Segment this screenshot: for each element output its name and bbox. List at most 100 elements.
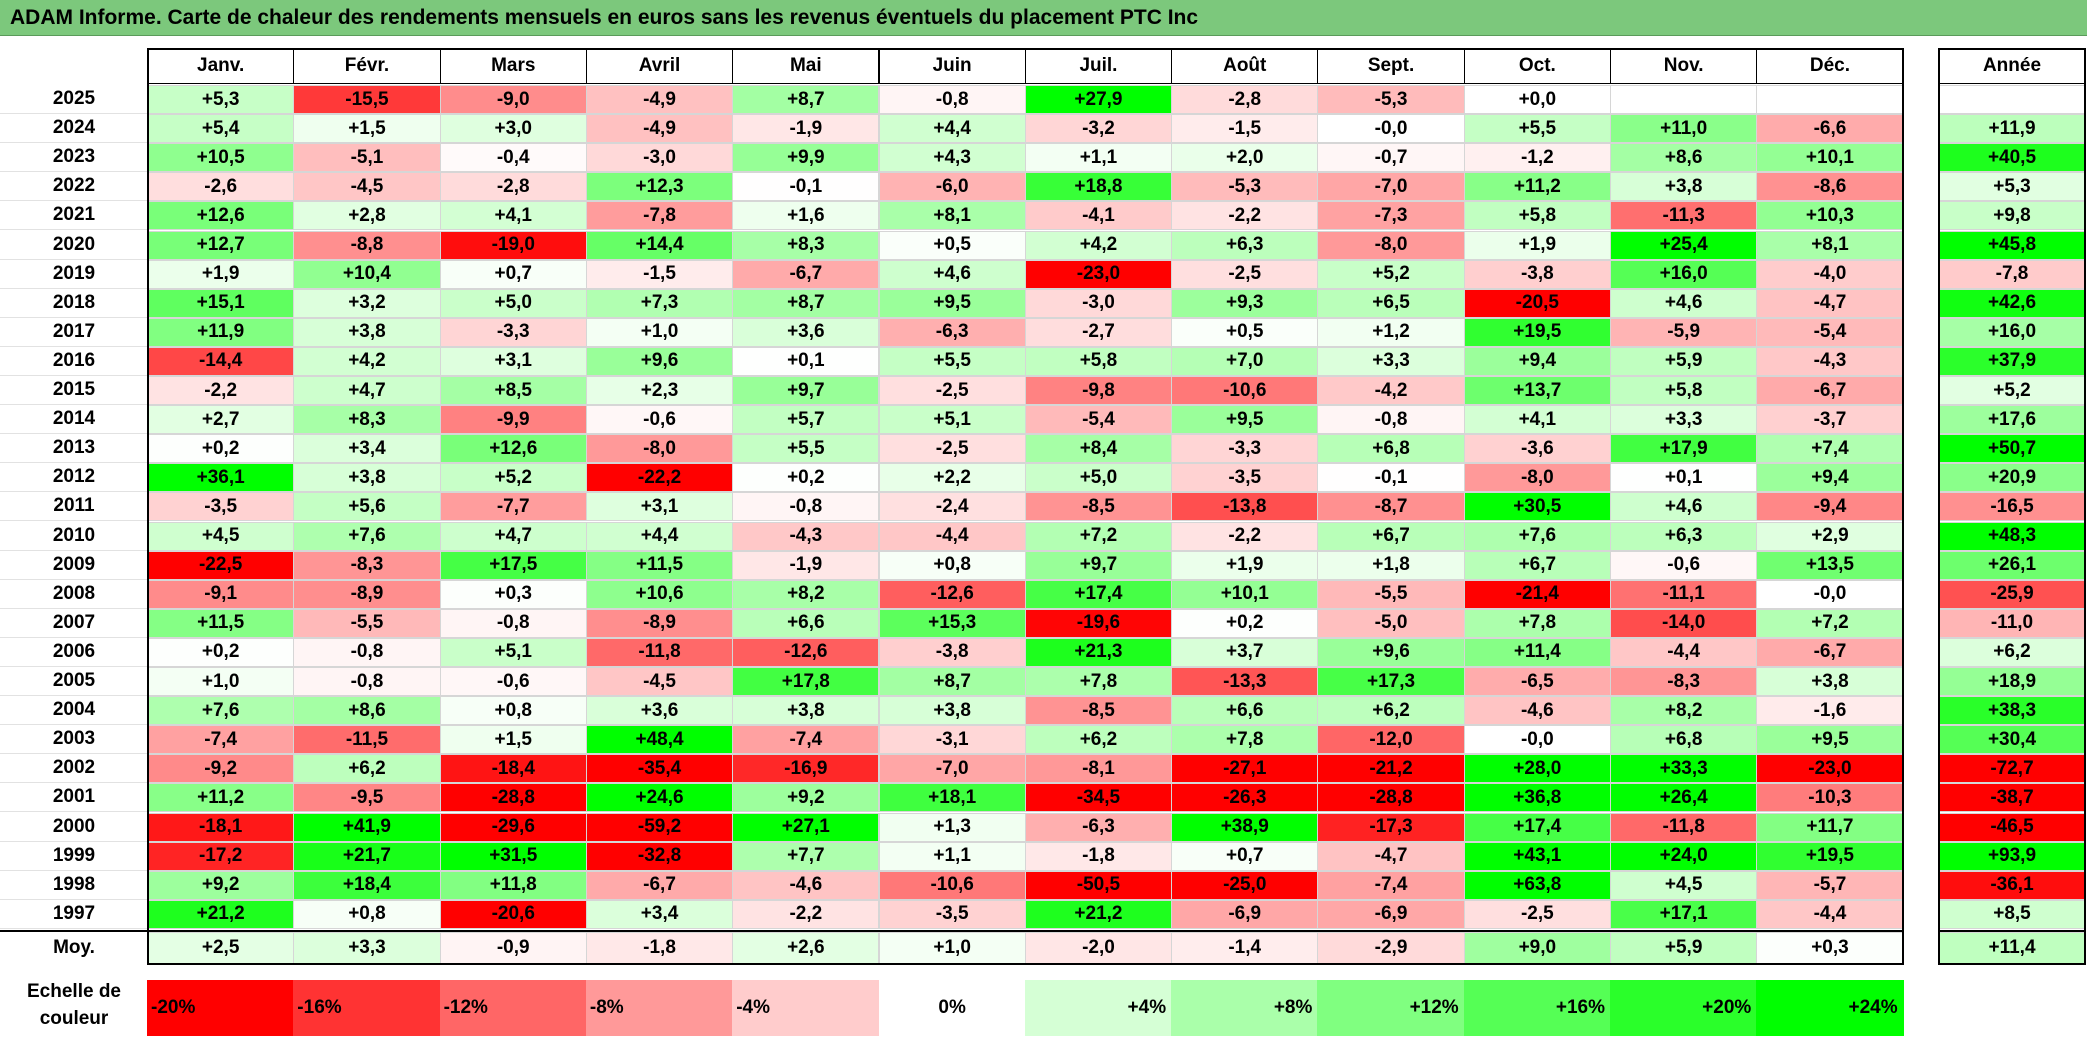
heatmap-cell: +9,5 <box>1171 405 1319 435</box>
heatmap-cell: +3,8 <box>1610 172 1758 202</box>
heatmap-cell: -4,6 <box>732 870 880 900</box>
row-year-label: 2012 <box>0 463 148 493</box>
heatmap-cell: -5,3 <box>1171 172 1319 202</box>
heatmap-cell: +41,9 <box>293 812 441 842</box>
heatmap-cell: -26,3 <box>1171 783 1319 813</box>
heatmap-cell: +0,2 <box>1171 608 1319 638</box>
heatmap-cell: -5,1 <box>293 143 441 173</box>
heatmap-cell: -12,6 <box>732 637 880 667</box>
heatmap-cell: +8,7 <box>732 85 880 115</box>
heatmap-cell: +31,5 <box>439 841 587 871</box>
heatmap-cell: -5,9 <box>1610 317 1758 347</box>
row-year-label: 2001 <box>0 783 148 813</box>
annual-cell: +45,8 <box>1938 230 2086 260</box>
annual-cell: -7,8 <box>1938 259 2086 289</box>
heatmap-cell: -0,8 <box>293 637 441 667</box>
heatmap-cell: +7,6 <box>293 521 441 551</box>
heatmap-cell: -4,3 <box>1756 346 1904 376</box>
heatmap-cell: +18,1 <box>878 783 1026 813</box>
heatmap-cell: +8,7 <box>732 288 880 318</box>
heatmap-cell: +11,8 <box>439 870 587 900</box>
heatmap-cell: +6,2 <box>293 754 441 784</box>
heatmap-cell: +21,2 <box>1024 899 1173 929</box>
heatmap-cell: -3,5 <box>878 899 1026 929</box>
heatmap-cell: +3,7 <box>1171 637 1319 667</box>
average-cell: -2,0 <box>1024 931 1173 965</box>
heatmap-cell: +28,0 <box>1463 754 1611 784</box>
heatmap-cell: +4,4 <box>585 521 734 551</box>
heatmap-cell: +19,5 <box>1463 317 1611 347</box>
heatmap-cell: -0,8 <box>732 492 880 522</box>
heatmap-cell: -2,8 <box>439 172 587 202</box>
heatmap-cell: +6,8 <box>1317 434 1465 464</box>
heatmap-cell: +21,7 <box>293 841 441 871</box>
row-year-label: 2015 <box>0 376 148 406</box>
heatmap-cell: +3,1 <box>585 492 734 522</box>
heatmap-cell: -0,8 <box>1317 405 1465 435</box>
heatmap-cell: +7,0 <box>1171 346 1319 376</box>
heatmap-cell: -1,8 <box>1024 841 1173 871</box>
heatmap-cell: -4,6 <box>1463 696 1611 726</box>
heatmap-cell: +15,1 <box>147 288 295 318</box>
heatmap-cell: +17,5 <box>439 550 587 580</box>
heatmap-cell: -50,5 <box>1024 870 1173 900</box>
heatmap-cell: +1,1 <box>1024 143 1173 173</box>
heatmap-cell: +10,1 <box>1171 579 1319 609</box>
annual-cell: +48,3 <box>1938 521 2086 551</box>
heatmap-cell: -14,4 <box>147 346 295 376</box>
heatmap-cell: +17,4 <box>1463 812 1611 842</box>
heatmap-cell: -4,9 <box>585 114 734 144</box>
heatmap-cell: -10,6 <box>878 870 1026 900</box>
heatmap-cell: +3,6 <box>732 317 880 347</box>
heatmap-cell: +3,0 <box>439 114 587 144</box>
row-year-label: 2021 <box>0 201 148 231</box>
heatmap-cell: -4,0 <box>1756 259 1904 289</box>
heatmap-cell: -5,7 <box>1756 870 1904 900</box>
heatmap-cell: -20,5 <box>1463 288 1611 318</box>
heatmap-cell: -7,3 <box>1317 201 1465 231</box>
heatmap-cell: +17,9 <box>1610 434 1758 464</box>
heatmap-cell: +17,8 <box>732 667 880 697</box>
row-year-label: 1998 <box>0 871 148 900</box>
heatmap-cell: -0,1 <box>1317 463 1465 493</box>
heatmap-cell: -13,8 <box>1171 492 1319 522</box>
annual-cell: +16,0 <box>1938 317 2086 347</box>
heatmap-cell: +7,3 <box>585 288 734 318</box>
heatmap-cell: +6,3 <box>1610 521 1758 551</box>
heatmap-cell: +5,3 <box>147 85 295 115</box>
heatmap-cell: +7,6 <box>147 696 295 726</box>
row-year-label: 2007 <box>0 609 148 638</box>
heatmap-cell: -59,2 <box>585 812 734 842</box>
heatmap-cell: +3,8 <box>732 696 880 726</box>
heatmap-cell: -8,5 <box>1024 492 1173 522</box>
heatmap-cell: -3,2 <box>1024 114 1173 144</box>
heatmap-cell: -8,7 <box>1317 492 1465 522</box>
heatmap-cell: +5,2 <box>439 463 587 493</box>
heatmap-cell: -3,1 <box>878 725 1026 755</box>
annual-cell: +11,9 <box>1938 114 2086 144</box>
annual-cell: -46,5 <box>1938 812 2086 842</box>
heatmap-cell: -7,4 <box>1317 870 1465 900</box>
color-scale-swatch: +12% <box>1317 980 1465 1036</box>
heatmap-cell: +13,5 <box>1756 550 1904 580</box>
heatmap-cell: +5,5 <box>1463 114 1611 144</box>
heatmap-cell: +6,7 <box>1463 550 1611 580</box>
heatmap-cell: -0,1 <box>732 172 880 202</box>
heatmap-cell: -4,7 <box>1317 841 1465 871</box>
heatmap-cell: -20,6 <box>439 899 587 929</box>
row-year-label: 2003 <box>0 725 148 755</box>
color-scale-swatch: +24% <box>1756 980 1904 1036</box>
row-year-label: 2000 <box>0 813 148 842</box>
annual-cell: -38,7 <box>1938 783 2086 813</box>
heatmap-cell: +3,8 <box>293 317 441 347</box>
heatmap-cell: +8,6 <box>1610 143 1758 173</box>
heatmap-cell: +9,5 <box>1756 725 1904 755</box>
annual-cell: -25,9 <box>1938 579 2086 609</box>
row-year-label: 1997 <box>0 900 148 929</box>
chart-title: ADAM Informe. Carte de chaleur des rende… <box>10 6 1199 29</box>
year-average-separator <box>1938 929 2086 932</box>
heatmap-cell: -8,9 <box>293 579 441 609</box>
heatmap-cell: +1,6 <box>732 201 880 231</box>
average-cell: -1,4 <box>1171 931 1319 965</box>
